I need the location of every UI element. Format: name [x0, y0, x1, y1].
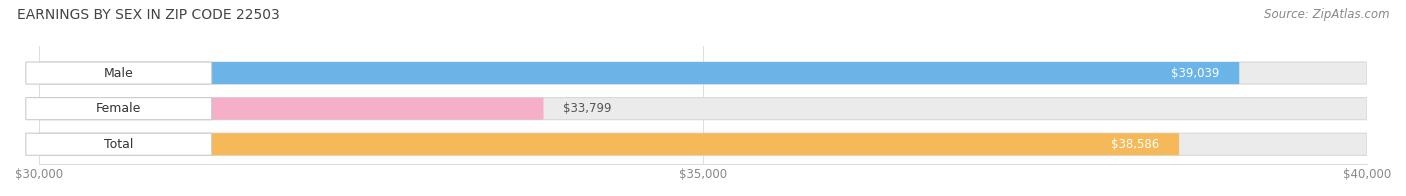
- FancyBboxPatch shape: [25, 62, 212, 84]
- FancyBboxPatch shape: [25, 98, 212, 120]
- FancyBboxPatch shape: [39, 133, 1180, 155]
- Text: Male: Male: [104, 67, 134, 80]
- FancyBboxPatch shape: [39, 98, 544, 120]
- FancyBboxPatch shape: [39, 62, 1367, 84]
- Text: Female: Female: [96, 102, 142, 115]
- FancyBboxPatch shape: [25, 133, 212, 155]
- Text: $39,039: $39,039: [1171, 67, 1219, 80]
- FancyBboxPatch shape: [39, 98, 1367, 120]
- Text: Source: ZipAtlas.com: Source: ZipAtlas.com: [1264, 8, 1389, 21]
- Text: Total: Total: [104, 138, 134, 151]
- Text: $33,799: $33,799: [564, 102, 612, 115]
- FancyBboxPatch shape: [39, 133, 1367, 155]
- Text: $38,586: $38,586: [1111, 138, 1159, 151]
- Text: EARNINGS BY SEX IN ZIP CODE 22503: EARNINGS BY SEX IN ZIP CODE 22503: [17, 8, 280, 22]
- FancyBboxPatch shape: [39, 62, 1239, 84]
